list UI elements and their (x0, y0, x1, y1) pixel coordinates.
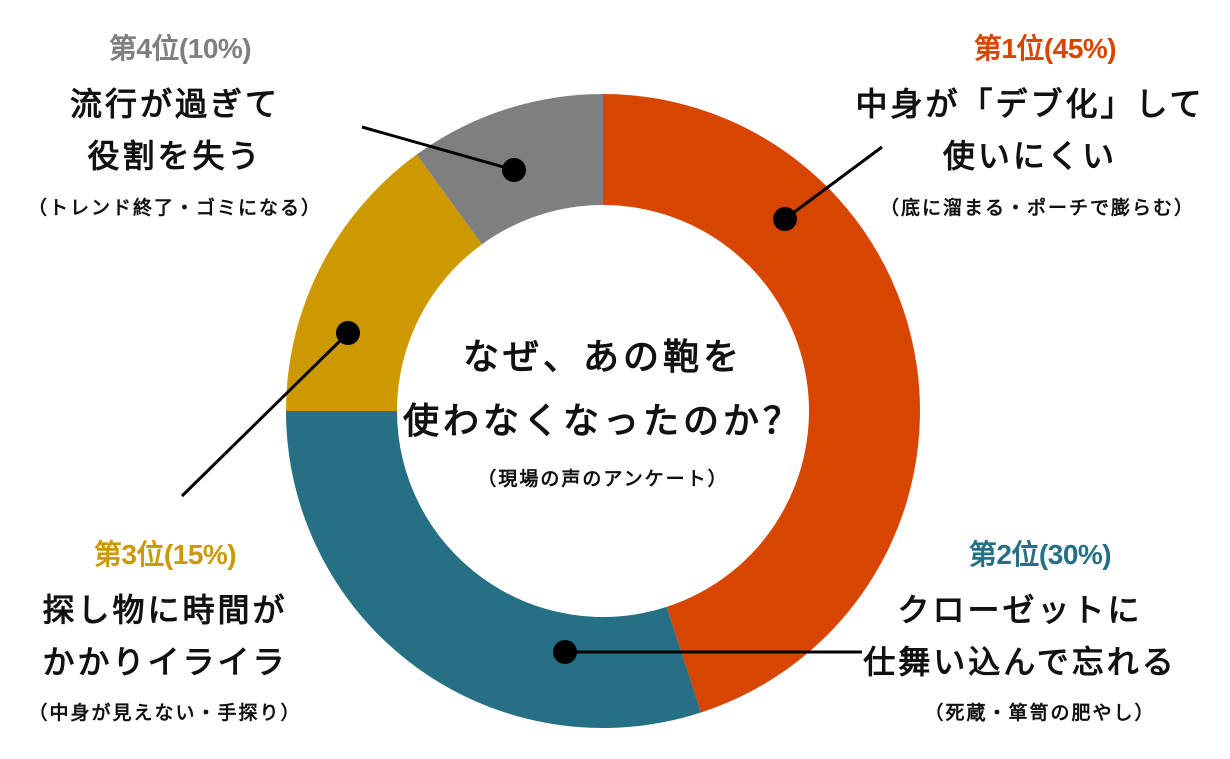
reason-label-4: 流行が過ぎて 役割を失う (0, 78, 350, 182)
leader-line-3 (180, 331, 350, 498)
rank-label-1: 第1位(45%) (973, 33, 1117, 64)
reason-2-line1: クローゼットに (897, 591, 1143, 629)
leader-dot-4 (502, 158, 526, 182)
reason-label-2: クローゼットに 仕舞い込んで忘れる (830, 584, 1210, 688)
reason-1-line2: 使いにくい (942, 137, 1118, 175)
reason-label-1: 中身が「デブ化」して 使いにくい (830, 78, 1230, 182)
note-label-1: （底に溜まる・ポーチで膨らむ） (879, 197, 1195, 219)
reason-2-line2: 仕舞い込んで忘れる (863, 643, 1177, 681)
donut-slice-1 (603, 94, 920, 713)
chart-subtitle: （現場の声のアンケート） (477, 468, 729, 490)
leader-dot-3 (336, 321, 360, 345)
note-label-2: （死蔵・箪笥の肥やし） (924, 702, 1156, 724)
rank-label-2: 第2位(30%) (968, 539, 1112, 570)
leader-dot-2 (553, 640, 577, 664)
reason-4-line1: 流行が過ぎて (69, 85, 280, 123)
note-label-4: （トレンド終了・ゴミになる） (27, 197, 322, 219)
leader-dot-1 (773, 207, 797, 231)
reason-4-line2: 役割を失う (87, 137, 263, 175)
reason-3-line1: 探し物に時間が (42, 591, 288, 629)
chart-title-line2: 使わなくなったのか？ (402, 401, 804, 442)
rank-label-4: 第4位(10%) (108, 33, 252, 64)
reason-1-line1: 中身が「デブ化」して (855, 85, 1205, 123)
chart-title: なぜ、あの鞄を 使わなくなったのか？ (403, 326, 803, 454)
reason-3-line2: かかりイライラ (42, 643, 288, 681)
donut-slice-2 (286, 411, 701, 728)
chart-title-line1: なぜ、あの鞄を (462, 337, 744, 378)
reason-label-3: 探し物に時間が かかりイライラ (0, 584, 330, 688)
rank-label-3: 第3位(15%) (93, 539, 237, 570)
leader-line-1 (784, 145, 883, 221)
note-label-3: （中身が見えない・手探り） (28, 702, 302, 724)
leader-line-4 (361, 125, 515, 172)
